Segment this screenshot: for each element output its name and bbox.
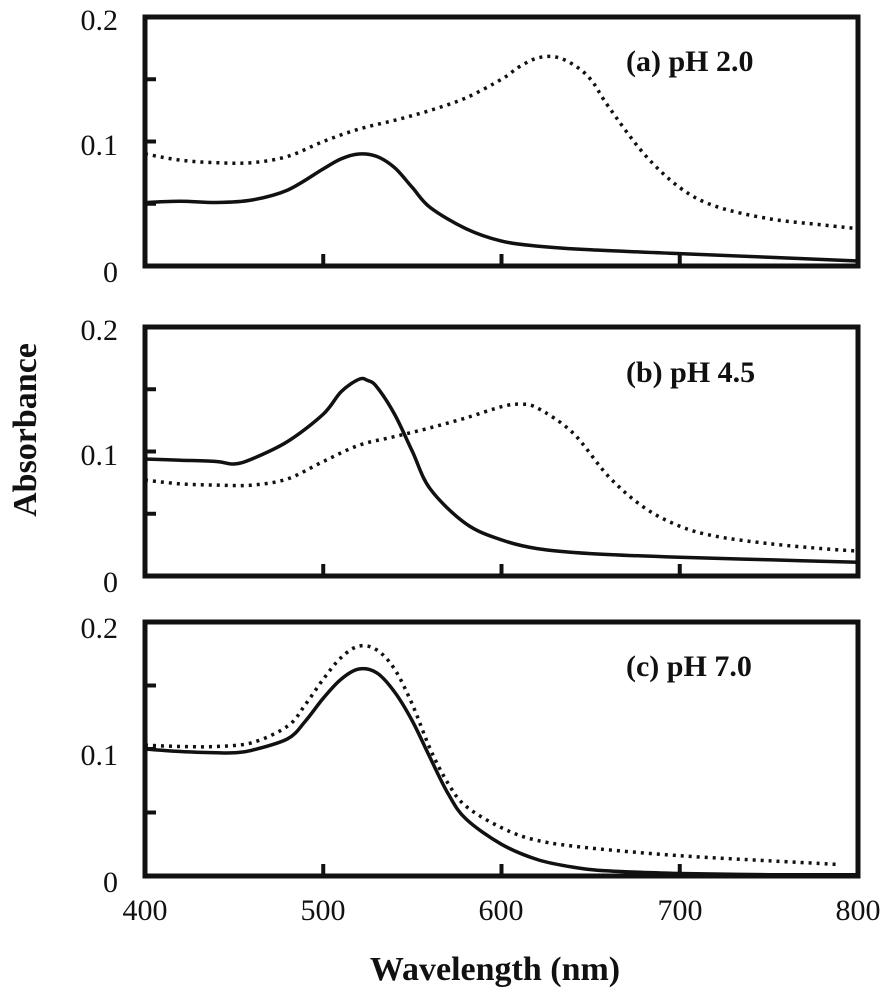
- xtick-label-800: 800: [836, 894, 881, 927]
- panel-a-dotted-curve: [144, 54, 859, 231]
- xtick-label-700: 700: [658, 894, 703, 927]
- xtick-label-400: 400: [123, 894, 168, 927]
- panel-c-ticks: [145, 683, 682, 876]
- panel-b-ytick-0: 0: [103, 566, 118, 599]
- panel-c-label: (c) pH 7.0: [626, 650, 752, 683]
- panel-a-ytick-0: 0: [103, 256, 118, 289]
- panel-c-curves: [144, 643, 859, 877]
- panel-c: 0 0.1 0.2 (c) pH 7.0: [81, 612, 861, 899]
- panel-a-ytick-0.1: 0.1: [81, 129, 119, 162]
- panel-b-dotted-curve: [144, 402, 859, 553]
- y-axis-title: Absorbance: [7, 343, 44, 517]
- panel-c-ytick-0.2: 0.2: [81, 612, 119, 645]
- panel-c-dotted-curve: [144, 643, 841, 867]
- panel-c-solid-curve: [144, 666, 859, 877]
- panel-a: 0 0.1 0.2 (a) pH 2.0: [81, 4, 861, 289]
- x-axis-title: Wavelength (nm): [370, 951, 620, 988]
- panel-a-ytick-0.2: 0.2: [81, 4, 119, 37]
- panel-b-curves: [144, 376, 859, 565]
- panel-b-ytick-0.1: 0.1: [81, 439, 119, 472]
- panel-a-curves: [144, 54, 859, 263]
- panel-b-ytick-0.2: 0.2: [81, 314, 119, 347]
- panel-a-solid-curve: [144, 152, 859, 263]
- panel-a-label: (a) pH 2.0: [626, 45, 754, 78]
- xtick-label-500: 500: [301, 894, 346, 927]
- panel-b-label: (b) pH 4.5: [626, 356, 755, 389]
- panel-a-ticks: [145, 77, 682, 266]
- panel-b-ticks: [145, 387, 682, 576]
- panel-b: 0 0.1 0.2 (b) pH 4.5: [81, 314, 861, 599]
- panel-b-solid-curve: [144, 376, 859, 565]
- panel-c-ytick-0: 0: [103, 866, 118, 899]
- xtick-label-600: 600: [479, 894, 524, 927]
- panel-c-ytick-0.1: 0.1: [81, 739, 119, 772]
